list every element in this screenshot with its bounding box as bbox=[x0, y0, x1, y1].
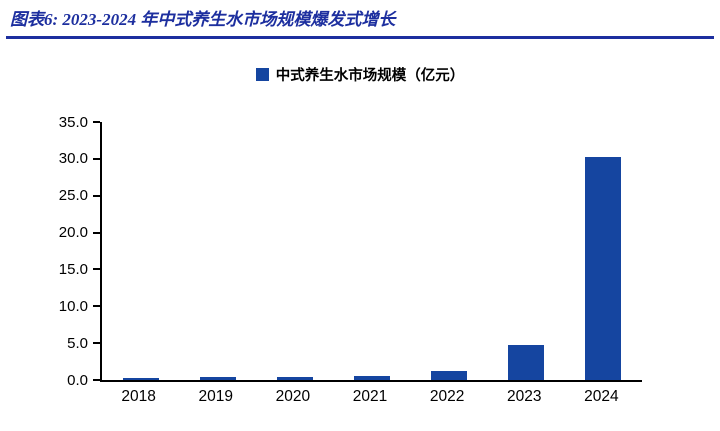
y-tick-label: 35.0 bbox=[58, 113, 88, 131]
y-tick: 25.0 bbox=[40, 187, 100, 205]
bar-slot bbox=[179, 122, 256, 380]
bar bbox=[276, 377, 313, 380]
y-tick-label: 15.0 bbox=[58, 260, 88, 278]
bars bbox=[102, 122, 642, 380]
bar bbox=[585, 157, 622, 380]
y-tick-mark bbox=[93, 157, 100, 160]
x-tick-label: 2021 bbox=[352, 388, 388, 405]
x-tick-label: 2020 bbox=[275, 388, 311, 405]
y-tick-mark bbox=[93, 379, 100, 381]
y-tick: 30.0 bbox=[40, 150, 100, 168]
chart-legend: 中式养生水市场规模（亿元） bbox=[0, 64, 720, 85]
chart-title: 图表6: 2023-2024 年中式养生水市场规模爆发式增长 bbox=[10, 10, 396, 29]
y-tick: 15.0 bbox=[40, 260, 100, 278]
bar bbox=[353, 375, 390, 380]
x-tick-label: 2018 bbox=[121, 388, 156, 405]
y-tick: 5.0 bbox=[40, 334, 100, 352]
title-divider bbox=[6, 36, 714, 39]
y-tick-label: 10.0 bbox=[58, 297, 88, 315]
y-tick: 0.0 bbox=[40, 371, 100, 389]
x-tick-label: 2022 bbox=[429, 388, 465, 405]
bar-slot bbox=[488, 122, 565, 380]
y-tick-label: 0.0 bbox=[67, 371, 88, 389]
legend-label: 中式养生水市场规模（亿元） bbox=[275, 68, 465, 84]
y-tick: 35.0 bbox=[40, 113, 100, 131]
plot-area: 0.0 5.0 10.0 15.0 20.0 25.0 30.0 35.0 bbox=[59, 114, 642, 389]
y-tick-mark bbox=[93, 194, 100, 197]
bar-slot bbox=[256, 122, 333, 380]
bar-slot bbox=[565, 122, 642, 380]
y-tick-label: 20.0 bbox=[58, 224, 88, 242]
y-tick-mark bbox=[93, 231, 100, 234]
y-tick-mark bbox=[93, 305, 100, 308]
bar-slot bbox=[333, 122, 410, 380]
y-tick-mark bbox=[93, 121, 100, 123]
bar bbox=[508, 345, 545, 380]
bar-slot bbox=[102, 122, 179, 380]
bar-slot bbox=[411, 122, 488, 380]
bar bbox=[431, 371, 468, 380]
y-tick-label: 25.0 bbox=[58, 187, 88, 205]
bar bbox=[122, 377, 159, 380]
y-tick: 10.0 bbox=[40, 297, 100, 315]
y-tick-label: 5.0 bbox=[67, 334, 88, 352]
y-tick: 20.0 bbox=[40, 224, 100, 242]
y-tick-mark bbox=[93, 268, 100, 271]
y-tick-label: 30.0 bbox=[58, 150, 88, 168]
bar bbox=[199, 377, 236, 380]
legend-swatch-icon bbox=[255, 68, 269, 81]
x-tick-label: 2019 bbox=[198, 388, 233, 405]
y-tick-mark bbox=[93, 342, 100, 345]
x-tick-label: 2024 bbox=[584, 388, 619, 405]
x-tick-label: 2023 bbox=[507, 388, 542, 405]
x-axis: 2018 2019 2020 2021 2022 2023 2024 bbox=[100, 388, 640, 406]
y-axis: 0.0 5.0 10.0 15.0 20.0 25.0 30.0 35.0 bbox=[59, 114, 642, 389]
